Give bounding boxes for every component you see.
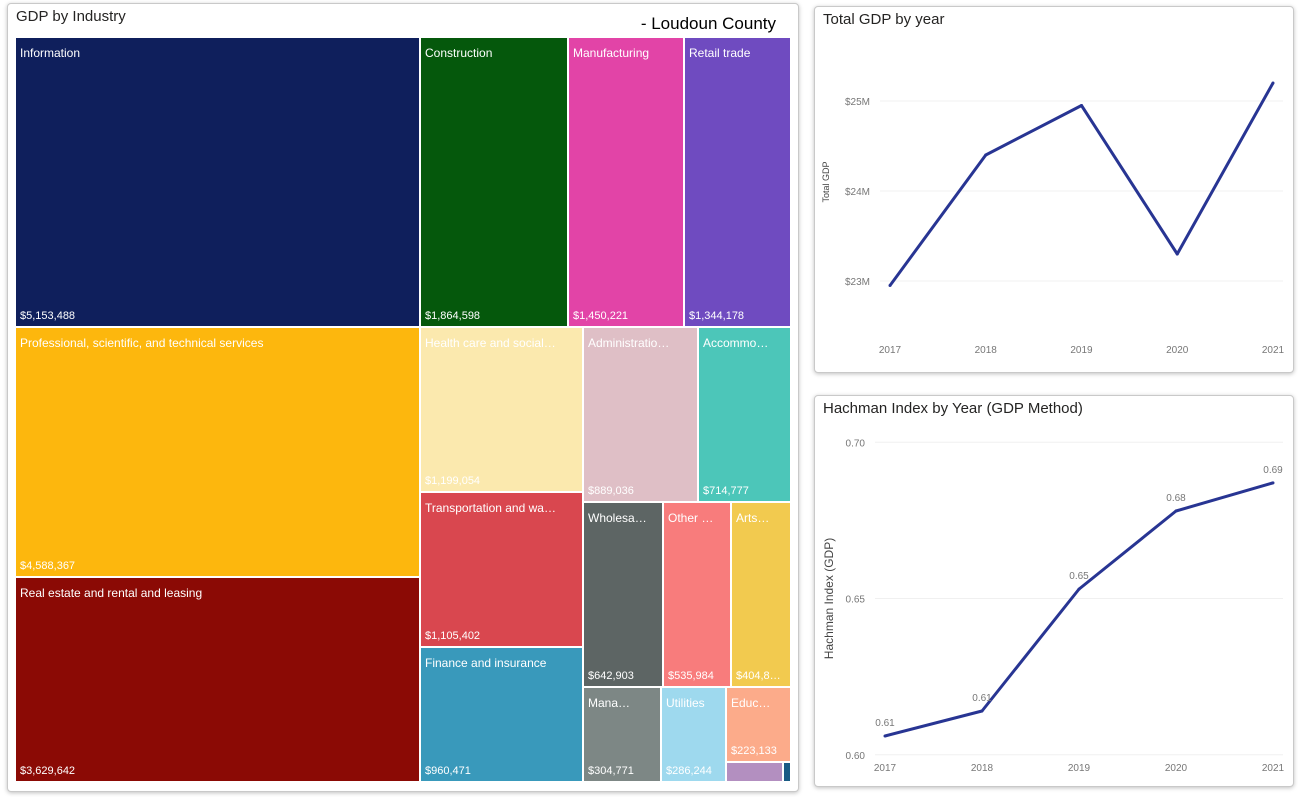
- treemap-tile[interactable]: Arts… $404,8…: [731, 502, 791, 687]
- tile-label: Utilities: [666, 696, 705, 710]
- data-point[interactable]: [1271, 81, 1275, 85]
- y-axis-label: Hachman Index (GDP): [822, 538, 836, 659]
- x-tick-label: 2020: [1166, 345, 1189, 356]
- treemap-tile[interactable]: [726, 762, 783, 782]
- tile-label: Retail trade: [689, 46, 751, 60]
- data-point[interactable]: [888, 284, 892, 287]
- tile-label: Arts…: [736, 511, 770, 525]
- data-point[interactable]: [883, 734, 887, 738]
- y-tick-label: 0.70: [846, 438, 866, 449]
- tile-label: Administratio…: [588, 336, 670, 350]
- tile-value: $286,244: [666, 765, 712, 777]
- treemap-tile[interactable]: Wholesa… $642,903: [583, 502, 663, 687]
- x-tick-label: 2019: [1070, 345, 1093, 356]
- tile-value: $1,199,054: [425, 475, 481, 487]
- treemap-tile[interactable]: Professional, scientific, and technical …: [15, 327, 420, 577]
- tile-value: $223,133: [731, 745, 777, 757]
- tile-value: $960,471: [425, 765, 471, 777]
- data-point[interactable]: [984, 153, 988, 157]
- y-tick-label: $24M: [845, 187, 870, 198]
- data-point[interactable]: [1080, 104, 1083, 107]
- treemap-panel: GDP by Industry - Loudoun County Informa…: [7, 3, 799, 792]
- treemap-tile[interactable]: Manufacturing $1,450,221: [568, 37, 684, 327]
- tile-label: Wholesa…: [588, 511, 647, 525]
- treemap-tile[interactable]: Mana… $304,771: [583, 687, 661, 782]
- treemap-tile[interactable]: Accommo… $714,777: [698, 327, 791, 502]
- x-tick-label: 2019: [1068, 763, 1091, 774]
- tile-value: $714,777: [703, 485, 749, 497]
- tile-value: $3,629,642: [20, 765, 76, 777]
- gdp-chart-panel: Total GDP by year $23M $24M $25M 2017 2018 20…: [814, 6, 1294, 373]
- hachman-line-chart: 0.60 0.65 0.70 2017 2018 2019 2020 2021 Hachman …: [822, 438, 1285, 774]
- tile-value: $1,450,221: [573, 310, 629, 322]
- treemap-tile[interactable]: Transportation and wa… $1,105,402: [420, 492, 583, 647]
- y-tick-label: 0.60: [846, 751, 866, 762]
- data-point[interactable]: [1077, 587, 1081, 591]
- x-tick-label: 2020: [1165, 763, 1188, 774]
- y-tick-label: $25M: [845, 97, 870, 108]
- data-label: 0.68: [1166, 493, 1186, 504]
- treemap-tile[interactable]: Real estate and rental and leasing $3,629…: [15, 577, 420, 782]
- tile-label: Finance and insurance: [425, 656, 547, 670]
- tile-label: Transportation and wa…: [425, 501, 556, 515]
- treemap-tile[interactable]: Other … $535,984: [663, 502, 731, 687]
- treemap-title: GDP by Industry: [16, 8, 126, 25]
- series-line: [884, 481, 1274, 738]
- tile-value: $304,771: [588, 765, 634, 777]
- tile-label: Construction: [425, 46, 493, 60]
- y-tick-label: $23M: [845, 277, 870, 288]
- tile-value: $889,036: [588, 485, 634, 497]
- treemap-tile[interactable]: Health care and social… $1,199,054: [420, 327, 583, 492]
- tile-value: $1,105,402: [425, 630, 481, 642]
- tile-value: $1,344,178: [689, 310, 745, 322]
- x-tick-label: 2017: [874, 763, 897, 774]
- x-tick-label: 2018: [971, 763, 994, 774]
- tile-value: $535,984: [668, 670, 714, 682]
- data-label: 0.65: [1069, 571, 1089, 582]
- y-tick-label: 0.65: [846, 595, 866, 606]
- x-tick-label: 2021: [1262, 345, 1285, 356]
- tile-value: $404,8…: [736, 670, 781, 682]
- hachman-chart-title: Hachman Index by Year (GDP Method): [823, 400, 1083, 417]
- tile-value: $642,903: [588, 670, 634, 682]
- tile-label: Real estate and rental and leasing: [20, 586, 203, 600]
- tile-value: $5,153,488: [20, 310, 76, 322]
- gdp-chart-title: Total GDP by year: [823, 11, 945, 28]
- x-tick-label: 2018: [975, 345, 998, 356]
- tile-label: Health care and social…: [425, 336, 556, 350]
- treemap-subtitle: - Loudoun County: [640, 14, 776, 33]
- treemap-tile[interactable]: Retail trade $1,344,178: [684, 37, 791, 327]
- hachman-chart-panel: Hachman Index by Year (GDP Method) 0.60 0…: [814, 395, 1294, 787]
- data-point[interactable]: [1175, 252, 1179, 256]
- treemap-tile[interactable]: Information $5,153,488: [15, 37, 420, 327]
- treemap-tile[interactable]: Administratio… $889,036: [583, 327, 698, 502]
- treemap-chart: Information $5,153,488 Professional, scien…: [15, 37, 791, 782]
- treemap-tile[interactable]: Construction $1,864,598: [420, 37, 568, 327]
- data-point[interactable]: [1271, 481, 1275, 485]
- x-tick-label: 2017: [879, 345, 902, 356]
- treemap-tile[interactable]: Finance and insurance $960,471: [420, 647, 583, 782]
- tile-label: Mana…: [588, 696, 631, 710]
- tile-label: Information: [20, 46, 81, 60]
- data-point[interactable]: [1174, 509, 1178, 513]
- treemap-tile[interactable]: Educ… $223,133: [726, 687, 791, 762]
- tile-label: Manufacturing: [573, 46, 650, 60]
- tile-value: $4,588,367: [20, 560, 76, 572]
- gdp-line-chart: $23M $24M $25M 2017 2018 2019 2020 2021 Total GD…: [821, 81, 1285, 356]
- tile-label: Educ…: [731, 696, 771, 710]
- tile-value: $1,864,598: [425, 310, 481, 322]
- data-label: 0.61: [875, 718, 895, 729]
- treemap-tile[interactable]: Utilities $286,244: [661, 687, 726, 782]
- data-label: 0.61: [972, 693, 992, 704]
- y-axis-label: Total GDP: [821, 161, 831, 202]
- tile-label: Professional, scientific, and technical …: [20, 336, 264, 350]
- data-point[interactable]: [980, 709, 984, 713]
- treemap-tile[interactable]: [783, 762, 791, 782]
- x-tick-label: 2021: [1262, 763, 1285, 774]
- tile-label: Other …: [668, 511, 714, 525]
- tile-label: Accommo…: [703, 336, 769, 350]
- data-label: 0.69: [1263, 465, 1283, 476]
- series-line: [888, 82, 1275, 287]
